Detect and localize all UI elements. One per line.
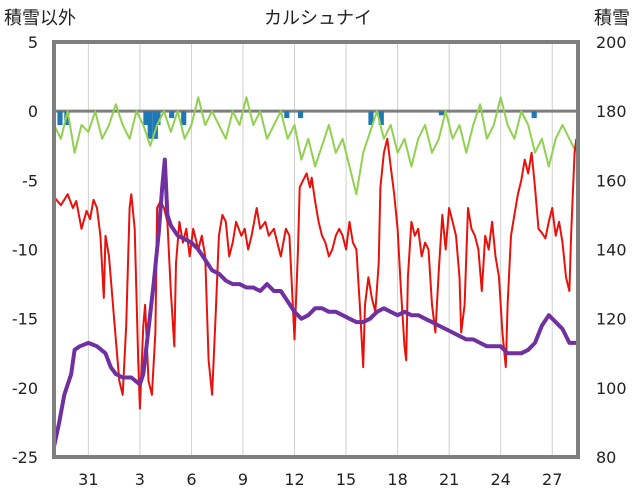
- right-tick-label: 160: [596, 171, 627, 190]
- plot-frame: [52, 40, 580, 459]
- x-tick-label: 15: [336, 470, 356, 489]
- precipitation-bar: [531, 111, 537, 119]
- temperature-line: [53, 137, 578, 410]
- left-axis-ticks: 5 0 -5 -10 -15 -20 -25: [12, 33, 38, 467]
- right-axis-ticks: 200 180 160 140 120 100 80: [596, 33, 627, 467]
- x-tick-label: 21: [439, 470, 459, 489]
- left-tick-label: 0: [28, 102, 38, 121]
- x-tick-label: 18: [387, 470, 407, 489]
- left-tick-label: -20: [12, 379, 38, 398]
- x-tick-label: 24: [491, 470, 511, 489]
- precipitation-bar: [147, 111, 153, 139]
- precipitation-bar: [181, 111, 187, 125]
- x-tick-label: 9: [238, 470, 248, 489]
- precipitation-bar: [297, 111, 304, 119]
- chart-title: カルシュナイ: [264, 8, 372, 29]
- right-tick-label: 140: [596, 241, 627, 260]
- precipitation-bar: [155, 111, 161, 125]
- snow-depth-line: [52, 157, 577, 448]
- precipitation-bar: [143, 111, 149, 125]
- right-axis-label: 積雪: [594, 8, 630, 29]
- x-tick-label: 27: [542, 470, 562, 489]
- right-tick-label: 120: [596, 310, 627, 329]
- precipitation-bar: [368, 111, 374, 125]
- x-axis-ticks: 31 3 6 9 12 15 18 21 24 27: [78, 470, 562, 489]
- precipitation-bar: [152, 111, 158, 139]
- left-tick-label: -15: [12, 310, 38, 329]
- precipitation-bar: [438, 111, 444, 116]
- right-tick-label: 100: [596, 379, 627, 398]
- left-tick-label: 5: [28, 33, 38, 52]
- precipitation-bar: [169, 111, 175, 119]
- left-tick-label: -5: [22, 171, 38, 190]
- series-lines: [52, 96, 578, 448]
- right-tick-label: 180: [596, 102, 627, 121]
- x-tick-label: 6: [186, 470, 196, 489]
- precipitation-bar: [57, 111, 63, 125]
- precipitation-bar: [378, 111, 384, 125]
- left-tick-label: -10: [12, 241, 38, 260]
- x-tick-label: 31: [78, 470, 98, 489]
- wind-variation-line: [53, 96, 578, 196]
- right-tick-label: 80: [596, 448, 616, 467]
- right-tick-label: 200: [596, 33, 627, 52]
- precipitation-bar: [284, 111, 290, 119]
- x-tick-label: 12: [284, 470, 304, 489]
- left-axis-label: 積雪以外: [4, 8, 76, 29]
- left-tick-label: -25: [12, 448, 38, 467]
- x-tick-label: 3: [135, 470, 145, 489]
